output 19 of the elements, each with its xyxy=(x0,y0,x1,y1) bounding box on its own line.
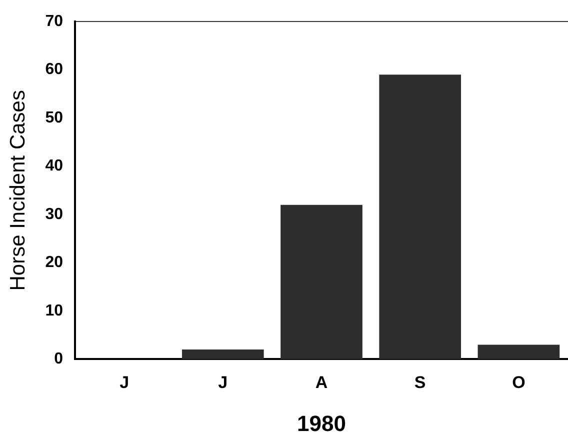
y-axis-title: Horse Incident Cases xyxy=(6,90,30,291)
x-tick-label: J xyxy=(120,373,130,392)
bar xyxy=(280,204,362,360)
y-tick-label: 0 xyxy=(54,350,64,368)
y-tick-label: 70 xyxy=(45,13,64,30)
x-tick-label: O xyxy=(512,373,526,392)
x-tick-label: S xyxy=(414,373,426,392)
y-tick-label: 30 xyxy=(45,206,64,223)
y-tick-label: 10 xyxy=(45,302,64,320)
bar xyxy=(478,344,560,360)
y-tick-label: 50 xyxy=(45,109,64,126)
y-tick-label: 40 xyxy=(45,158,64,175)
y-tick-label: 20 xyxy=(45,254,64,272)
x-axis-title: 1980 xyxy=(297,410,346,436)
y-tick-label: 60 xyxy=(45,61,64,78)
bar xyxy=(182,350,264,360)
x-tick-label: J xyxy=(218,373,228,392)
x-tick-label: A xyxy=(315,373,328,392)
bar xyxy=(379,74,462,360)
